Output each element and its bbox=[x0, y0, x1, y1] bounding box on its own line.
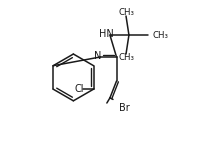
Text: CH₃: CH₃ bbox=[153, 31, 169, 39]
Text: CH₃: CH₃ bbox=[119, 53, 135, 62]
Text: N: N bbox=[94, 51, 101, 61]
Text: CH₃: CH₃ bbox=[119, 8, 135, 17]
Text: Cl: Cl bbox=[74, 84, 84, 94]
Text: Br: Br bbox=[119, 103, 129, 113]
Text: HN: HN bbox=[99, 29, 114, 39]
